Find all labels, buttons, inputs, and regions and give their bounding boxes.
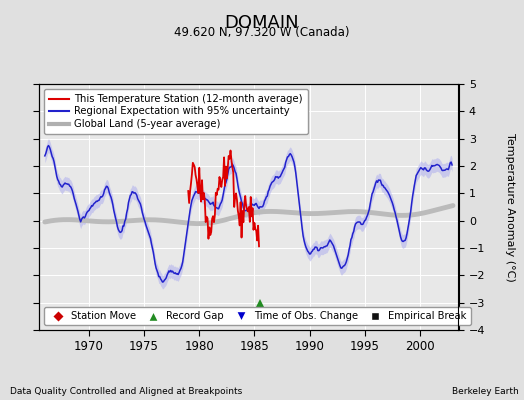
Y-axis label: Temperature Anomaly (°C): Temperature Anomaly (°C) [505,133,515,281]
Text: 49.620 N, 97.320 W (Canada): 49.620 N, 97.320 W (Canada) [174,26,350,39]
Text: Data Quality Controlled and Aligned at Breakpoints: Data Quality Controlled and Aligned at B… [10,387,243,396]
Text: Berkeley Earth: Berkeley Earth [452,387,519,396]
Legend: Station Move, Record Gap, Time of Obs. Change, Empirical Break: Station Move, Record Gap, Time of Obs. C… [45,307,471,325]
Text: DOMAIN: DOMAIN [225,14,299,32]
